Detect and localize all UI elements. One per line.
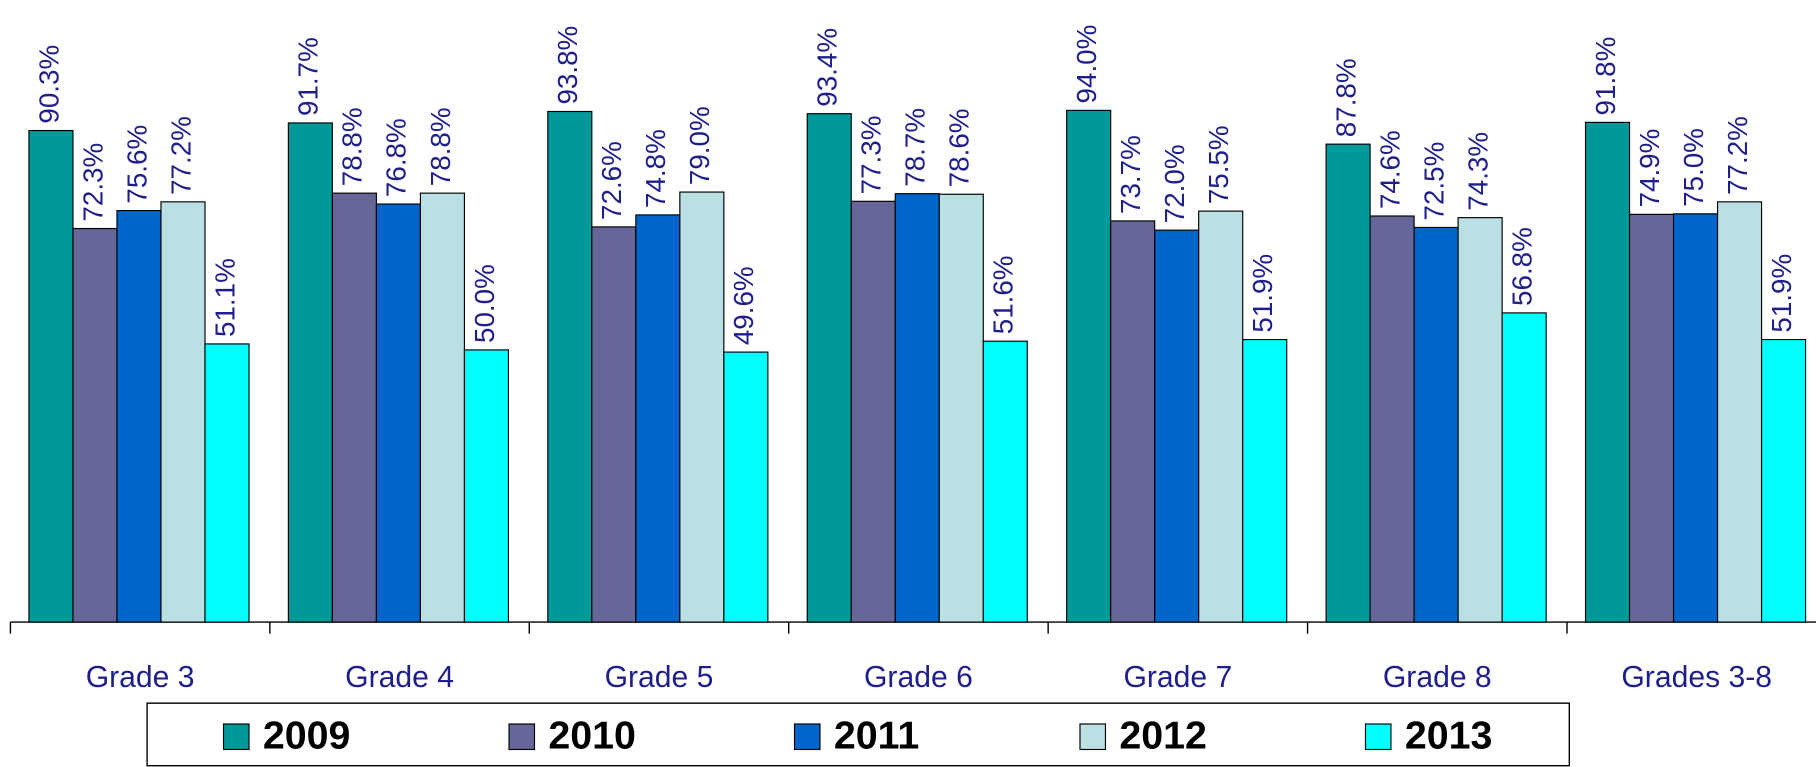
- value-label: 78.8%: [425, 107, 456, 186]
- value-label: 73.7%: [1115, 135, 1146, 214]
- legend-label: 2012: [1119, 713, 1207, 757]
- legend-swatch: [793, 723, 821, 751]
- value-label: 51.1%: [209, 258, 240, 337]
- legend-label: 2013: [1405, 713, 1493, 757]
- value-label: 75.6%: [121, 125, 152, 204]
- value-label: 50.0%: [469, 264, 500, 343]
- bar: [1325, 143, 1371, 623]
- value-label: 72.6%: [596, 141, 627, 220]
- legend-label: 2011: [834, 713, 919, 757]
- x-tick-label: Grade 4: [345, 661, 454, 694]
- bar: [1501, 312, 1547, 623]
- legend-label: 2010: [548, 713, 636, 757]
- bar: [331, 192, 377, 623]
- bar: [591, 226, 637, 623]
- bar: [1198, 210, 1244, 623]
- bar: [806, 113, 852, 623]
- value-label: 72.0%: [1159, 144, 1190, 223]
- value-label: 72.3%: [77, 143, 108, 222]
- legend-label: 2009: [263, 713, 351, 757]
- value-label: 49.6%: [728, 266, 759, 345]
- value-label: 93.8%: [552, 26, 583, 105]
- value-label: 75.5%: [1203, 125, 1234, 204]
- legend-swatch: [1079, 723, 1107, 751]
- bar: [1110, 220, 1156, 623]
- value-label: 78.8%: [337, 107, 368, 186]
- bar: [1628, 213, 1675, 623]
- bar: [1242, 338, 1288, 623]
- legend-swatch: [222, 723, 250, 751]
- value-label: 74.6%: [1374, 130, 1405, 209]
- value-label: 74.3%: [1462, 132, 1493, 211]
- value-label: 77.2%: [1722, 116, 1753, 195]
- value-label: 79.0%: [684, 106, 715, 185]
- bar: [1154, 229, 1200, 623]
- value-label: 72.5%: [1418, 142, 1449, 221]
- bar: [1369, 215, 1415, 623]
- value-label: 51.6%: [988, 255, 1019, 334]
- x-tick-label: Grade 5: [605, 661, 714, 694]
- value-label: 74.9%: [1634, 129, 1665, 208]
- bar: [938, 193, 984, 623]
- bar: [723, 351, 769, 623]
- bar: [982, 340, 1028, 623]
- value-label: 74.8%: [640, 129, 671, 208]
- bar: [1066, 109, 1112, 623]
- x-tick-label: Grades 3-8: [1621, 661, 1772, 694]
- bar: [28, 129, 74, 623]
- bar: [547, 110, 593, 623]
- bar: [1584, 121, 1631, 623]
- bar: [1413, 226, 1459, 623]
- value-label: 93.4%: [812, 28, 843, 107]
- x-tick-label: Grade 6: [864, 661, 973, 694]
- legend-box: [146, 702, 1571, 767]
- bar: [160, 201, 206, 623]
- bar: [1457, 217, 1503, 623]
- value-label: 87.8%: [1330, 58, 1361, 137]
- bar: [679, 191, 725, 623]
- bar: [1672, 213, 1719, 623]
- value-label: 51.9%: [1766, 254, 1797, 333]
- legend-swatch: [1364, 723, 1392, 751]
- value-label: 91.7%: [293, 37, 324, 116]
- value-label: 90.3%: [33, 45, 64, 124]
- value-label: 94.0%: [1071, 25, 1102, 104]
- value-label: 56.8%: [1506, 227, 1537, 306]
- bar: [1760, 338, 1807, 623]
- value-label: 78.6%: [944, 109, 975, 188]
- bar: [287, 122, 333, 623]
- value-label: 51.9%: [1247, 254, 1278, 333]
- x-tick-label: Grade 7: [1123, 661, 1232, 694]
- value-label: 77.2%: [165, 116, 196, 195]
- value-label: 76.8%: [381, 118, 412, 197]
- x-tick-label: Grade 3: [86, 661, 195, 694]
- bar: [375, 203, 421, 623]
- value-label: 75.0%: [1678, 128, 1709, 207]
- bar: [204, 343, 250, 623]
- x-tick-label: Grade 8: [1383, 661, 1492, 694]
- legend-swatch: [508, 723, 536, 751]
- bar: [72, 227, 118, 623]
- bar: [850, 200, 896, 623]
- bar: [463, 349, 510, 623]
- bar: [1716, 201, 1763, 623]
- value-label: 91.8%: [1590, 37, 1621, 116]
- bar: [419, 192, 466, 623]
- bar: [635, 214, 681, 623]
- bar: [894, 193, 940, 623]
- value-label: 77.3%: [856, 116, 887, 195]
- value-label: 78.7%: [900, 108, 931, 187]
- bar: [116, 209, 162, 623]
